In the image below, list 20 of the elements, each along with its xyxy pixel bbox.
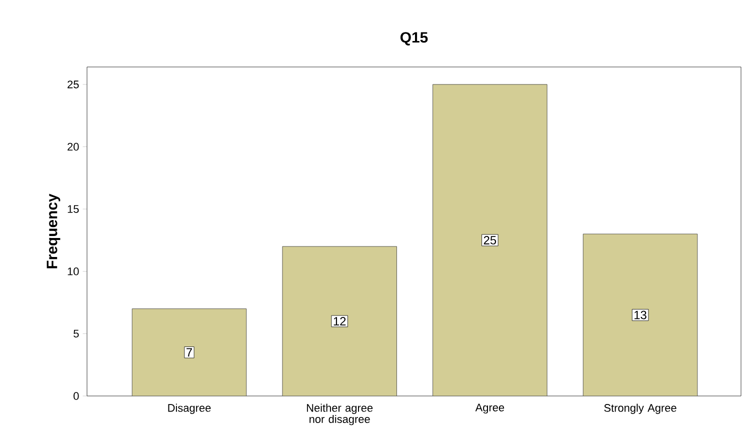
x-tick-label: Strongly Agree (604, 404, 676, 414)
bar (282, 246, 397, 396)
x-tick-label: Neither agree nor disagree (306, 404, 373, 426)
data-label: 13 (634, 310, 646, 320)
data-label: 7 (186, 348, 192, 356)
y-tick-label: 15 (68, 205, 79, 213)
y-axis-title: Frequency (46, 194, 60, 268)
x-tick-label: Agree (475, 404, 504, 414)
x-tick-label: Disagree (168, 404, 211, 414)
y-tick-label: 10 (68, 267, 79, 276)
chart-title: Q15 (400, 32, 428, 46)
y-tick-label: 20 (68, 142, 79, 151)
data-label: 25 (484, 236, 496, 244)
y-tick-label: 0 (74, 392, 79, 400)
bar (132, 308, 246, 396)
y-tick-label: 25 (68, 80, 79, 88)
bar (582, 234, 698, 396)
bar (432, 84, 548, 396)
data-label: 12 (334, 317, 346, 326)
y-tick-label: 5 (74, 330, 79, 338)
